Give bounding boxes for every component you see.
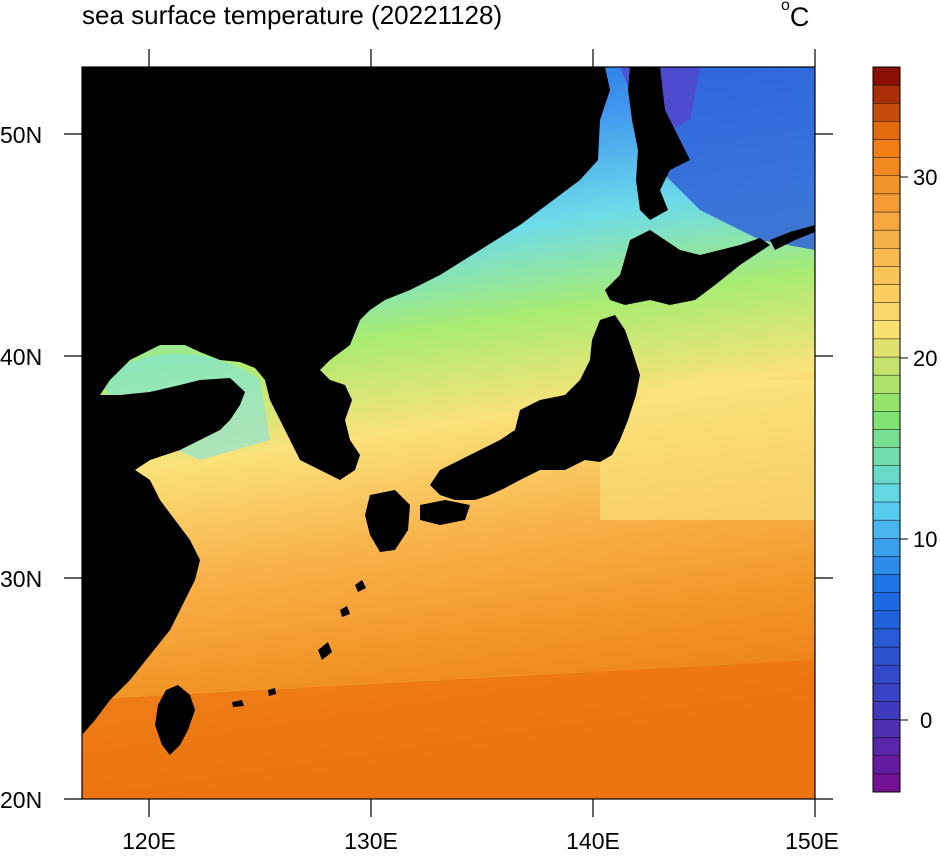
sakhalin-island bbox=[628, 67, 690, 220]
colorbar-swatch bbox=[872, 574, 901, 593]
colorbar-swatch bbox=[872, 501, 901, 521]
colorbar-swatch bbox=[872, 556, 901, 575]
lat-label-20n: 20N bbox=[0, 787, 42, 813]
lat-label-50n: 50N bbox=[0, 122, 42, 148]
colorbar-swatch bbox=[872, 193, 901, 213]
colorbar-swatch bbox=[872, 592, 901, 611]
colorbar-swatch bbox=[872, 338, 901, 358]
degree-symbol: o bbox=[781, 0, 790, 15]
colorbar-swatch bbox=[872, 374, 901, 394]
map-frame bbox=[81, 66, 816, 800]
colorbar-swatch bbox=[872, 103, 901, 122]
kuril-islands bbox=[770, 225, 815, 250]
hokkaido-island bbox=[605, 230, 770, 305]
colorbar-swatch bbox=[872, 411, 901, 430]
lat-label-30n: 30N bbox=[0, 566, 42, 592]
warm-tongue bbox=[600, 372, 815, 520]
colorbar-swatch bbox=[872, 755, 901, 775]
colorbar-ticks bbox=[900, 176, 908, 721]
colorbar-swatch bbox=[872, 393, 901, 412]
colorbar-swatch bbox=[872, 157, 901, 176]
colorbar-label-20: 20 bbox=[913, 346, 937, 371]
ryukyu-islands bbox=[232, 580, 366, 707]
colorbar-swatch bbox=[872, 429, 901, 448]
taiwan-island bbox=[155, 685, 195, 755]
lon-label-150e: 150E bbox=[785, 828, 839, 854]
colorbar-swatch bbox=[872, 701, 901, 720]
colorbar-swatch bbox=[872, 538, 901, 557]
colorbar-swatch bbox=[872, 664, 901, 684]
colorbar-swatch bbox=[872, 320, 901, 340]
lon-label-120e: 120E bbox=[122, 828, 176, 854]
colorbar-swatch bbox=[872, 175, 901, 195]
lat-label-40n: 40N bbox=[0, 344, 42, 370]
colorbar-swatch bbox=[872, 683, 901, 702]
colorbar-swatch bbox=[872, 139, 901, 158]
colorbar-swatch bbox=[872, 121, 901, 140]
colorbar-swatch bbox=[872, 84, 901, 104]
colorbar-swatch bbox=[872, 302, 901, 321]
colorbar-swatch bbox=[872, 248, 901, 267]
colorbar-swatch bbox=[872, 773, 901, 793]
colorbar-swatch bbox=[872, 229, 901, 249]
colorbar-swatch bbox=[872, 628, 901, 648]
colorbar-swatch bbox=[872, 356, 901, 376]
latitude-ticks bbox=[64, 133, 833, 800]
unit-label: oC bbox=[781, 0, 810, 33]
colorbar-label-30: 30 bbox=[913, 165, 937, 190]
longitude-ticks bbox=[148, 49, 816, 817]
colorbar-swatch bbox=[872, 719, 901, 738]
shikoku-island bbox=[420, 500, 470, 525]
colorbar-swatch bbox=[872, 465, 901, 485]
colorbar-swatch bbox=[872, 646, 901, 666]
colorbar-swatch bbox=[872, 447, 901, 466]
colorbar bbox=[872, 66, 901, 793]
asia-mainland bbox=[82, 67, 610, 735]
map-title: sea surface temperature (20221128) bbox=[82, 0, 503, 30]
colorbar-swatch bbox=[872, 737, 901, 756]
colorbar-label-10: 10 bbox=[913, 527, 937, 552]
colorbar-swatch bbox=[872, 519, 901, 539]
warm-southern-band bbox=[82, 660, 815, 799]
colorbar-swatch bbox=[872, 483, 901, 503]
colorbar-label-0: 0 bbox=[920, 708, 932, 733]
colorbar-swatch bbox=[872, 284, 901, 303]
honshu-island bbox=[430, 315, 640, 500]
lon-label-140e: 140E bbox=[566, 828, 620, 854]
colorbar-swatch bbox=[872, 266, 901, 285]
colorbar-swatch bbox=[872, 66, 901, 86]
colorbar-swatch bbox=[872, 211, 901, 231]
unit-letter: C bbox=[789, 2, 810, 32]
kyushu-island bbox=[365, 490, 410, 552]
map-area bbox=[82, 67, 815, 799]
colorbar-swatch bbox=[872, 610, 901, 630]
colorbar-frame bbox=[872, 66, 901, 793]
lon-label-130e: 130E bbox=[344, 828, 398, 854]
